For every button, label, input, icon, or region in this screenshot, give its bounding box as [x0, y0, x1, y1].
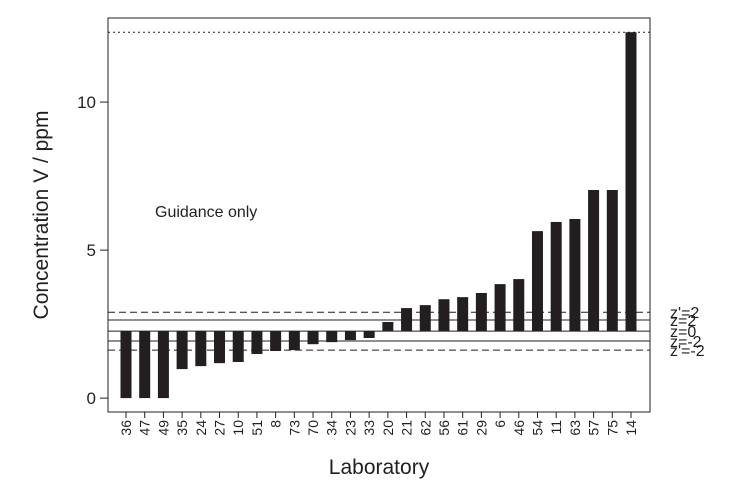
x-tick-label: 73 [286, 420, 302, 436]
bar [344, 331, 356, 341]
reference-label: z'=2 [670, 305, 699, 322]
bar [251, 331, 263, 354]
bar [363, 331, 375, 338]
x-tick-label: 36 [118, 420, 134, 436]
bar [625, 32, 637, 332]
bar [569, 218, 581, 332]
x-tick-label: 75 [604, 420, 620, 436]
x-tick-label: 11 [548, 420, 564, 435]
x-tick-label: 54 [529, 420, 545, 436]
x-axis-title: Laboratory [329, 456, 430, 479]
bar [531, 231, 543, 332]
x-tick-label: 62 [417, 420, 433, 436]
x-tick-label: 23 [342, 420, 358, 436]
bar [419, 305, 431, 332]
x-tick-label: 24 [193, 420, 209, 436]
bar [139, 331, 151, 399]
x-tick-label: 8 [268, 420, 284, 428]
bar [157, 331, 169, 399]
x-tick-label: 34 [324, 420, 340, 436]
bar [270, 331, 282, 352]
y-tick-label: 0 [87, 389, 96, 408]
x-tick-label: 33 [361, 420, 377, 436]
bar [513, 279, 525, 332]
x-tick-label: 57 [586, 420, 602, 436]
x-tick-label: 49 [155, 420, 171, 436]
bar [120, 331, 132, 399]
plot-frame [107, 17, 651, 413]
x-tick-label: 27 [212, 420, 228, 436]
x-tick-label: 61 [455, 420, 471, 436]
x-tick-label: 70 [305, 420, 321, 436]
reference-label: z=0 [670, 324, 696, 341]
reference-label: z=2 [670, 313, 696, 330]
x-tick-label: 35 [174, 420, 190, 436]
x-tick-label: 46 [511, 420, 527, 436]
bar [214, 331, 226, 364]
annotation: Guidance only [155, 204, 257, 221]
x-tick-label: 63 [567, 420, 583, 436]
bar [588, 189, 600, 332]
bar [195, 331, 207, 367]
bar [232, 331, 244, 362]
x-tick-label: 29 [473, 420, 489, 436]
bar [606, 189, 618, 332]
bar [288, 331, 300, 351]
x-tick-label: 51 [249, 420, 265, 436]
y-tick-label: 5 [87, 241, 96, 260]
bar [494, 284, 506, 332]
x-tick-label: 21 [399, 420, 415, 436]
reference-label: z=-2 [670, 334, 702, 351]
x-tick-label: 6 [492, 420, 508, 428]
y-axis-title: Concentration V / ppm [30, 111, 53, 320]
bar [438, 299, 450, 332]
bar [457, 297, 469, 332]
x-tick-label: 20 [380, 420, 396, 436]
x-tick-label: 56 [436, 420, 452, 436]
x-tick-label: 47 [137, 420, 153, 436]
bar [475, 293, 487, 332]
reference-label: z'=-2 [670, 343, 705, 360]
x-tick-label: 14 [623, 420, 639, 436]
bar [307, 331, 319, 345]
y-tick-label: 10 [77, 93, 96, 112]
bar [176, 331, 188, 370]
bar [550, 221, 562, 332]
bar [382, 322, 394, 332]
x-tick-label: 10 [230, 420, 246, 436]
bar [401, 308, 413, 332]
bar [326, 331, 338, 343]
